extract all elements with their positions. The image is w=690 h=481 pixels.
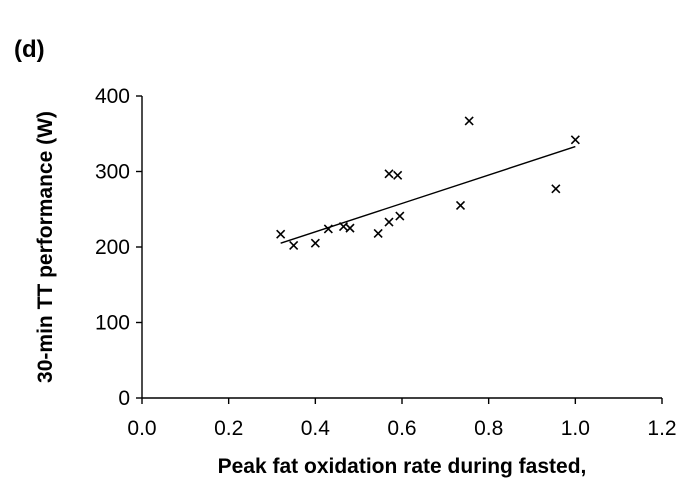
y-axis-label: 30-min TT performance (W) — [34, 111, 57, 383]
data-point — [464, 116, 474, 126]
data-point — [373, 228, 383, 238]
data-point — [338, 222, 349, 232]
data-point — [384, 169, 394, 179]
data-point — [310, 238, 320, 248]
plot-area: 0 100 200 300 400 0.0 0.2 0.4 0.6 0.8 1.0 1.2 — [95, 85, 677, 440]
data-point — [551, 184, 561, 194]
data-point — [384, 217, 394, 227]
data-point — [393, 170, 403, 180]
x-tick-label: 0.0 — [127, 417, 156, 440]
x-tick-label: 0.8 — [474, 417, 503, 440]
data-points — [276, 116, 580, 251]
trendline-layer — [280, 145, 576, 244]
x-axis-ticks: 0.0 0.2 0.4 0.6 0.8 1.0 1.2 — [127, 398, 677, 440]
panel-label: (d) — [14, 36, 45, 63]
x-tick-label: 0.2 — [214, 417, 243, 440]
data-point — [345, 223, 355, 233]
y-tick-label: 200 — [95, 236, 130, 259]
x-axis-label: Peak fat oxidation rate during fasted, — [218, 455, 587, 478]
trendline — [280, 145, 576, 244]
y-axis-ticks: 0 100 200 300 400 — [95, 85, 142, 410]
data-point — [395, 211, 405, 221]
y-tick-label: 100 — [95, 312, 130, 335]
data-point — [570, 135, 580, 145]
x-tick-label: 0.4 — [301, 417, 331, 440]
data-point — [276, 229, 286, 239]
y-tick-label: 0 — [118, 387, 130, 410]
data-point — [455, 200, 466, 211]
data-point — [289, 240, 299, 251]
x-tick-label: 1.2 — [647, 417, 676, 440]
y-tick-label: 300 — [95, 161, 130, 184]
data-point — [323, 224, 333, 234]
x-tick-label: 0.6 — [387, 417, 416, 440]
y-tick-label: 400 — [95, 85, 130, 108]
x-tick-label: 1.0 — [561, 417, 590, 440]
